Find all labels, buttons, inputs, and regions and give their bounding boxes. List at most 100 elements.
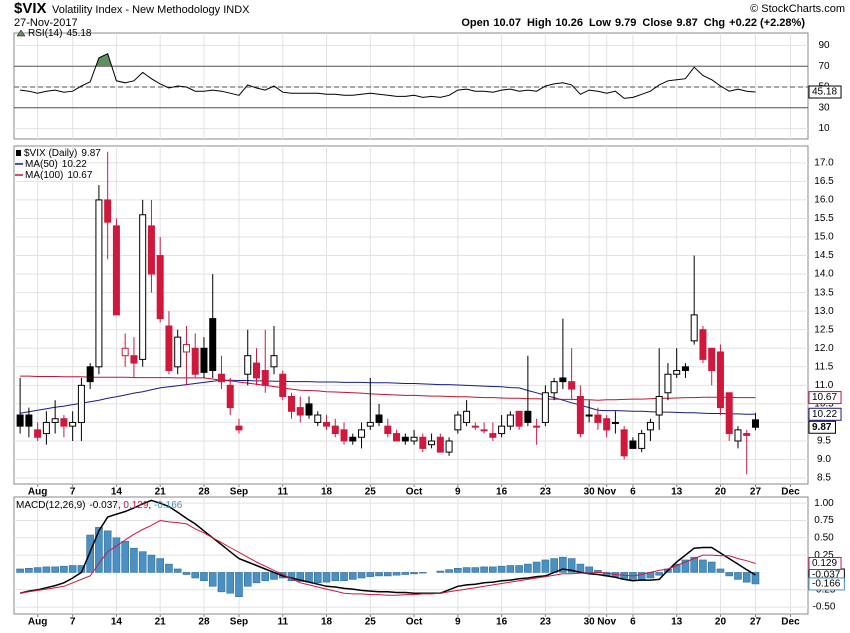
x-tick-label: 9 [455, 487, 461, 498]
y-tick-label: 1.00 [814, 498, 834, 509]
x-tick-label: Oct [406, 617, 423, 628]
quote-value: +0.22 (+2.28%) [729, 17, 805, 29]
histogram-bar [559, 556, 567, 573]
y-tick-label: 30 [818, 102, 830, 113]
x-tick-label: 13 [671, 487, 683, 498]
histogram-bar [454, 567, 462, 573]
value-box-frame [808, 556, 842, 570]
symbol: $VIX [14, 0, 47, 17]
histogram-bar [375, 572, 383, 577]
candle-body [156, 255, 164, 320]
y-tick-label: 9.5 [817, 436, 831, 447]
candle-body [349, 436, 357, 442]
x-tick-label: 21 [155, 487, 167, 498]
x-tick-label: 23 [540, 487, 552, 498]
candle-body [410, 436, 418, 442]
x-tick-label: 6 [630, 487, 636, 498]
histogram-bar [366, 572, 375, 577]
candle-body [655, 395, 663, 416]
candle-body [25, 414, 33, 427]
candle-body [191, 347, 199, 375]
histogram-bar [532, 561, 541, 573]
y-tick-label: 9.0 [817, 454, 831, 465]
macd-line [20, 519, 756, 596]
candle-body [95, 199, 103, 368]
security-name: Volatility Index - New Methodology INDX [52, 4, 250, 16]
candle-body [112, 225, 120, 316]
legend-value: -0.037 [89, 500, 118, 511]
candle-body [165, 325, 173, 372]
x-tick-label: 13 [671, 617, 683, 628]
candle-body [69, 421, 77, 427]
value-box-label: 9.87 [812, 422, 832, 433]
y-tick-label: 10 [818, 123, 830, 134]
candle-body [217, 373, 225, 383]
legend-icon [16, 29, 26, 37]
candle-body [646, 421, 654, 431]
histogram-bar [742, 572, 751, 583]
candle-body [60, 418, 68, 427]
value-box-frame [808, 85, 842, 99]
x-tick-label: Aug [28, 487, 47, 498]
candle-body [51, 418, 59, 423]
candle-body [42, 421, 50, 435]
legend-separator: , [148, 500, 154, 511]
x-tick-label: 20 [715, 487, 727, 498]
candle-body [751, 419, 759, 428]
x-tick-label: 18 [321, 617, 333, 628]
legend-entry: MA(100) 10.67 [25, 170, 93, 181]
histogram-bar [462, 567, 471, 573]
value-box-label: 45.18 [812, 87, 837, 98]
legend-entry: RSI(14) 45.18 [28, 28, 92, 39]
histogram-bar [410, 572, 418, 575]
histogram-bar [497, 565, 506, 573]
histogram-bar [348, 572, 357, 580]
candle-body [690, 314, 698, 342]
histogram-bar [296, 572, 305, 582]
histogram-bar [707, 561, 716, 573]
candle-body [261, 370, 269, 386]
copyright: © StockCharts.com [750, 3, 845, 15]
candle-body [506, 414, 514, 427]
candle-body [226, 384, 234, 409]
y-tick-label: 16.0 [814, 195, 834, 206]
candle-body [34, 429, 42, 438]
candle-body [611, 421, 619, 424]
histogram-bar [156, 558, 164, 573]
x-tick-label: Sep [230, 617, 248, 628]
candle-body [681, 366, 689, 372]
candle-body [419, 436, 427, 449]
quote-label: High [527, 17, 552, 29]
legend-value: -0.166 [154, 500, 183, 511]
histogram-bar [655, 572, 663, 576]
candle-body [515, 410, 523, 427]
histogram-bar [690, 556, 698, 573]
candle-body [366, 421, 374, 427]
histogram-bar [313, 572, 322, 584]
candle-body [174, 336, 182, 368]
candle-body [323, 421, 331, 427]
candle-body [252, 362, 260, 379]
x-tick-label: 30 [584, 617, 596, 628]
legend-icon [16, 150, 21, 156]
legend-entry: MACD(12,26,9) -0.037, 0.129, -0.166 [16, 500, 183, 511]
x-tick-label: 11 [277, 617, 288, 628]
histogram-bar [243, 572, 252, 587]
quote-value: 9.79 [615, 17, 636, 29]
value-box-label: 10.67 [812, 392, 837, 403]
y-tick-label: 90 [818, 40, 830, 51]
candle-body [147, 225, 155, 275]
histogram-bar [506, 565, 515, 573]
histogram-bar [130, 547, 138, 573]
date: 27-Nov-2017 [14, 17, 78, 29]
candle-body [629, 440, 637, 449]
candle-body [699, 329, 707, 360]
y-tick-label: 11.0 [815, 380, 834, 391]
y-tick-label: 11.5 [815, 361, 834, 372]
histogram-bar [33, 567, 42, 573]
candle-body [436, 436, 444, 453]
histogram-bar [725, 572, 734, 577]
candle-body [235, 425, 243, 431]
candle-body [384, 425, 392, 435]
y-tick-label: 0.25 [814, 550, 834, 561]
